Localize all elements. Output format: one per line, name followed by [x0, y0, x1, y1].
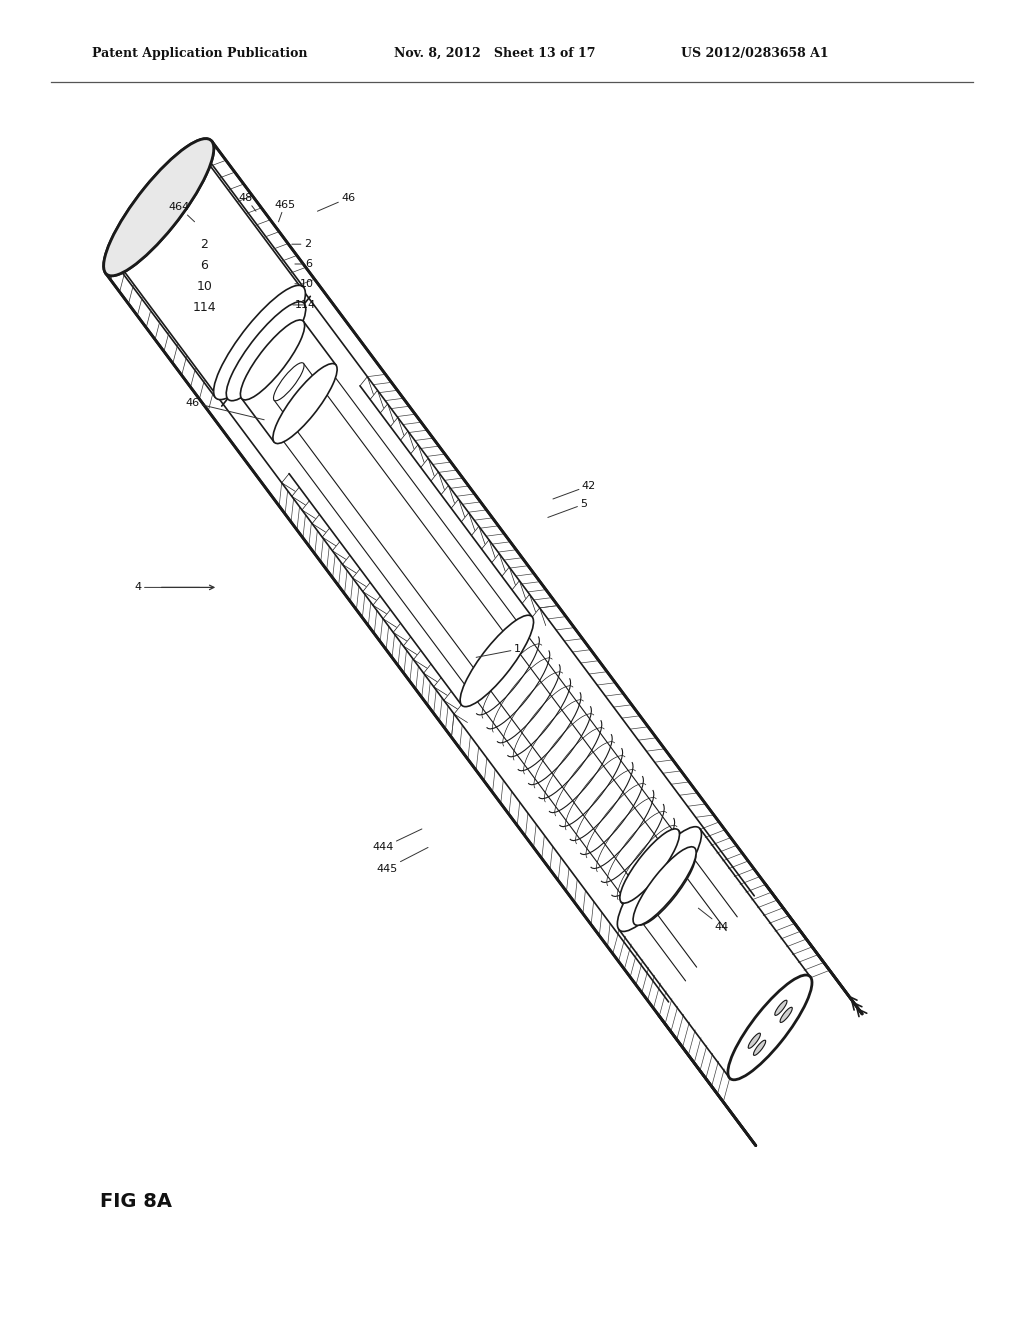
Ellipse shape — [226, 302, 306, 401]
Text: 6: 6 — [295, 259, 312, 269]
Text: 444: 444 — [373, 829, 422, 853]
Ellipse shape — [241, 319, 304, 400]
Text: 114: 114 — [293, 300, 315, 310]
Text: 42: 42 — [553, 480, 596, 499]
Text: 2: 2 — [292, 239, 310, 249]
Text: 2: 2 — [201, 238, 208, 251]
Ellipse shape — [617, 826, 701, 932]
Text: 464: 464 — [169, 202, 195, 222]
Ellipse shape — [775, 1001, 787, 1015]
Text: 10: 10 — [295, 279, 314, 289]
Text: 1: 1 — [476, 644, 520, 657]
Ellipse shape — [103, 139, 214, 276]
Ellipse shape — [460, 615, 534, 706]
Text: 114: 114 — [193, 301, 216, 314]
Ellipse shape — [749, 1034, 761, 1048]
Ellipse shape — [115, 152, 203, 263]
Ellipse shape — [780, 1007, 793, 1023]
Ellipse shape — [636, 850, 695, 925]
Ellipse shape — [103, 139, 214, 276]
Ellipse shape — [633, 846, 696, 925]
Ellipse shape — [754, 1040, 766, 1056]
Text: 46: 46 — [317, 193, 355, 211]
Text: 44: 44 — [698, 908, 729, 932]
Ellipse shape — [214, 285, 305, 400]
Text: 10: 10 — [197, 280, 212, 293]
Ellipse shape — [273, 363, 337, 444]
Text: 5: 5 — [548, 499, 587, 517]
Text: 445: 445 — [377, 847, 428, 874]
Ellipse shape — [273, 363, 304, 401]
Ellipse shape — [620, 829, 680, 903]
Text: 4: 4 — [135, 582, 200, 593]
Text: Nov. 8, 2012   Sheet 13 of 17: Nov. 8, 2012 Sheet 13 of 17 — [394, 46, 596, 59]
Text: 465: 465 — [274, 199, 295, 222]
Text: Patent Application Publication: Patent Application Publication — [92, 46, 307, 59]
Text: FIG 8A: FIG 8A — [100, 1192, 172, 1210]
Text: 46: 46 — [185, 397, 264, 420]
Text: 6: 6 — [201, 259, 208, 272]
Ellipse shape — [113, 150, 205, 264]
Text: US 2012/0283658 A1: US 2012/0283658 A1 — [681, 46, 828, 59]
Text: 48: 48 — [239, 193, 256, 211]
Ellipse shape — [728, 975, 812, 1080]
